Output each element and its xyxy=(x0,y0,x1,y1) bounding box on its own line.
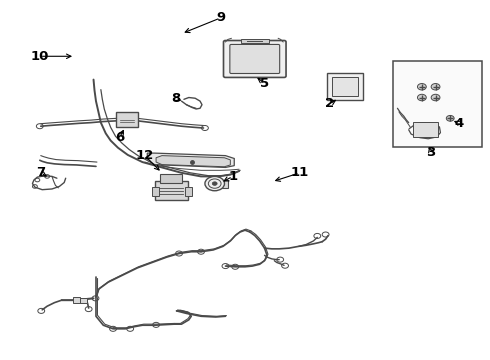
Circle shape xyxy=(205,176,224,191)
FancyBboxPatch shape xyxy=(393,60,482,147)
Text: 9: 9 xyxy=(216,12,225,24)
FancyBboxPatch shape xyxy=(160,174,182,183)
FancyBboxPatch shape xyxy=(230,44,280,73)
Circle shape xyxy=(446,116,454,121)
Circle shape xyxy=(431,84,440,90)
Text: 2: 2 xyxy=(325,98,334,111)
Text: 1: 1 xyxy=(228,170,237,183)
FancyBboxPatch shape xyxy=(223,41,286,77)
Polygon shape xyxy=(147,153,234,167)
Text: 4: 4 xyxy=(454,117,464,130)
Text: 10: 10 xyxy=(30,50,49,63)
FancyBboxPatch shape xyxy=(116,112,139,127)
Text: 6: 6 xyxy=(115,131,124,144)
Text: 12: 12 xyxy=(136,149,154,162)
Circle shape xyxy=(431,94,440,101)
Text: 11: 11 xyxy=(291,166,309,179)
FancyBboxPatch shape xyxy=(155,181,188,200)
FancyBboxPatch shape xyxy=(73,297,80,303)
Circle shape xyxy=(212,182,217,185)
Text: 3: 3 xyxy=(426,145,435,158)
FancyBboxPatch shape xyxy=(80,298,87,303)
FancyBboxPatch shape xyxy=(332,77,358,96)
FancyBboxPatch shape xyxy=(185,187,192,197)
FancyBboxPatch shape xyxy=(152,187,159,197)
FancyBboxPatch shape xyxy=(413,122,438,137)
FancyBboxPatch shape xyxy=(327,73,363,100)
FancyBboxPatch shape xyxy=(241,39,269,42)
Text: 7: 7 xyxy=(36,166,45,179)
Text: 5: 5 xyxy=(260,77,269,90)
Circle shape xyxy=(417,84,426,90)
Polygon shape xyxy=(156,156,230,167)
Text: 8: 8 xyxy=(171,92,180,105)
FancyBboxPatch shape xyxy=(218,180,228,188)
Circle shape xyxy=(417,94,426,101)
